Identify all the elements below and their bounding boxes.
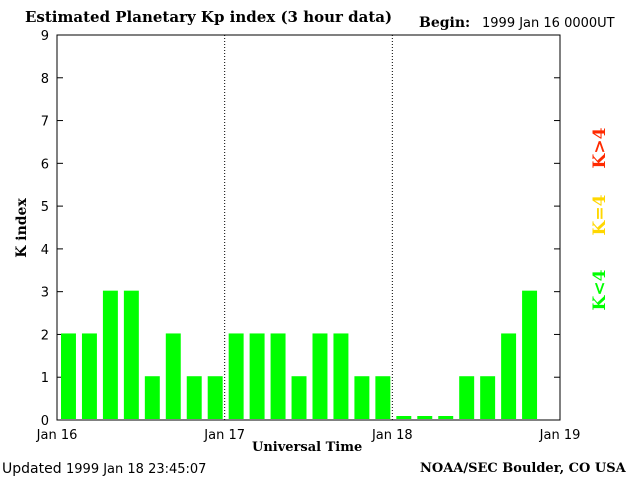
begin-label: Begin:: [419, 15, 471, 31]
y-tick-label: 6: [41, 157, 49, 172]
kp-bar: [459, 376, 475, 419]
x-tick-label: Jan 16: [36, 428, 78, 443]
kp-bar: [501, 333, 517, 419]
kp-bar: [61, 333, 76, 419]
kp-bar: [102, 290, 118, 419]
organization-label: NOAA/SEC Boulder, CO USA: [420, 461, 626, 476]
x-tick-label: Jan 19: [539, 428, 581, 443]
kp-bar: [270, 333, 286, 419]
y-tick-label: 2: [41, 328, 49, 343]
plot-frame: [56, 34, 561, 421]
updated-label: Updated: [2, 461, 62, 477]
kp-bar: [228, 333, 244, 419]
kp-bar: [207, 376, 223, 419]
kp-bar: [144, 376, 160, 419]
y-tick-label: 8: [41, 72, 49, 87]
kp-bar: [417, 416, 433, 419]
y-tick-label: 1: [41, 371, 49, 386]
kp-bar: [480, 376, 496, 419]
y-tick-label: 3: [41, 286, 49, 301]
x-tick-label: Jan 17: [203, 428, 245, 443]
kp-bar: [186, 376, 202, 419]
kp-bar: [123, 290, 139, 419]
y-tick-label: 0: [41, 414, 49, 429]
kp-bar: [312, 333, 328, 419]
kp-bar: [438, 416, 454, 419]
kp-bar: [522, 290, 538, 419]
chart-title: Estimated Planetary Kp index (3 hour dat…: [25, 8, 393, 26]
y-tick-label: 5: [41, 200, 49, 215]
begin-value: 1999 Jan 16 0000UT: [482, 16, 615, 31]
kp-bar: [291, 376, 307, 419]
x-tick-label: Jan 18: [371, 428, 413, 443]
kp-bar: [81, 333, 97, 419]
kp-bar: [396, 416, 412, 419]
y-tick-label: 7: [41, 115, 49, 130]
kp-bar: [375, 376, 391, 419]
kp-bar: [165, 333, 181, 419]
kp-bar: [354, 376, 370, 419]
kp-bar: [249, 333, 265, 419]
x-axis-label: Universal Time: [252, 440, 363, 455]
y-tick-label: 4: [41, 243, 49, 258]
kp-bar: [333, 333, 349, 419]
updated-value: 1999 Jan 18 23:45:07: [66, 462, 207, 477]
y-tick-label: 9: [41, 29, 49, 44]
